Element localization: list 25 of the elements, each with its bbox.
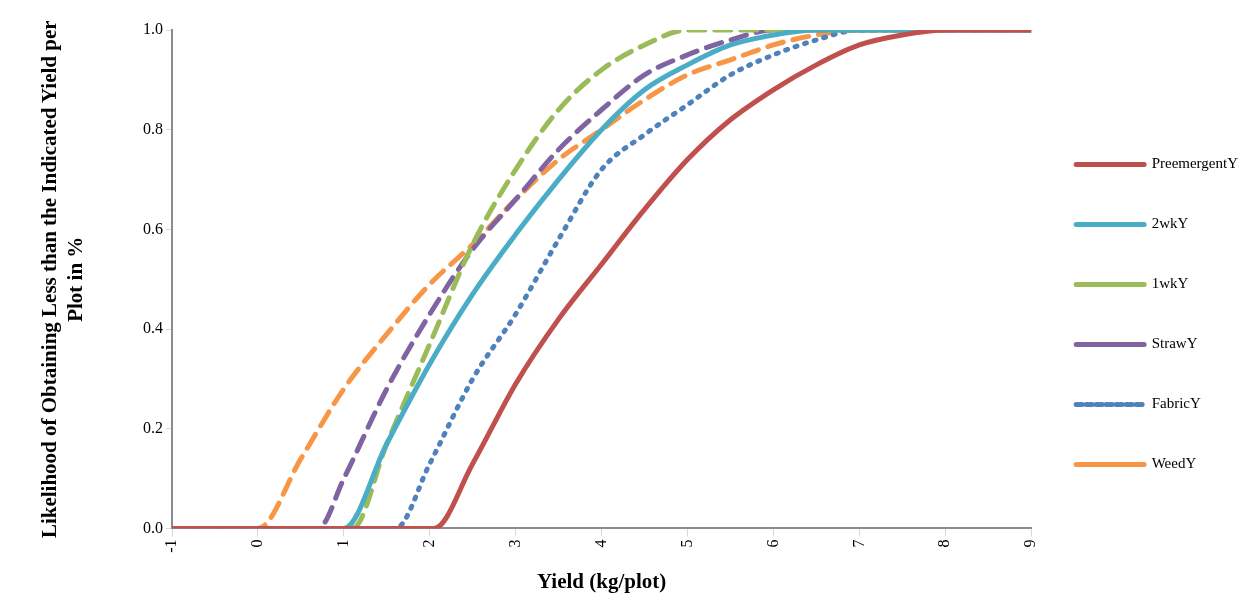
legend-label: WeedY [1151, 455, 1197, 472]
legend-label: StrawY [1151, 335, 1198, 352]
y-tick-label: 0.4 [143, 319, 163, 337]
x-tick-label: 0 [248, 539, 266, 548]
legend-label: PreemergentY [1151, 155, 1239, 172]
x-tick-label: 8 [935, 539, 953, 548]
y-tick-label: 0.8 [143, 119, 163, 137]
x-tick-label: 4 [591, 539, 609, 548]
legend-label: 1wkY [1151, 275, 1189, 292]
x-axis-title: Yield (kg/plot) [536, 568, 667, 593]
y-tick-label: 0.6 [143, 219, 163, 237]
x-tick-label: -1 [162, 539, 180, 553]
x-tick-label: 5 [677, 539, 695, 548]
y-axis-title: Likelihood of Obtaining Less than the Indicated Yield per Plot in % [37, 20, 88, 539]
legend-label: 2wkY [1151, 215, 1189, 232]
y-tick-label: 0.2 [143, 418, 163, 436]
x-tick-label: 7 [849, 539, 867, 548]
x-tick-label: 9 [1021, 539, 1039, 548]
x-tick-label: 1 [334, 539, 352, 548]
x-tick-label: 3 [505, 539, 523, 548]
y-tick-label: 1.0 [143, 20, 163, 38]
legend-label: FabricY [1151, 395, 1201, 412]
x-tick-label: 2 [419, 539, 437, 548]
x-tick-label: 6 [763, 539, 781, 548]
y-tick-label: 0.0 [143, 518, 163, 536]
